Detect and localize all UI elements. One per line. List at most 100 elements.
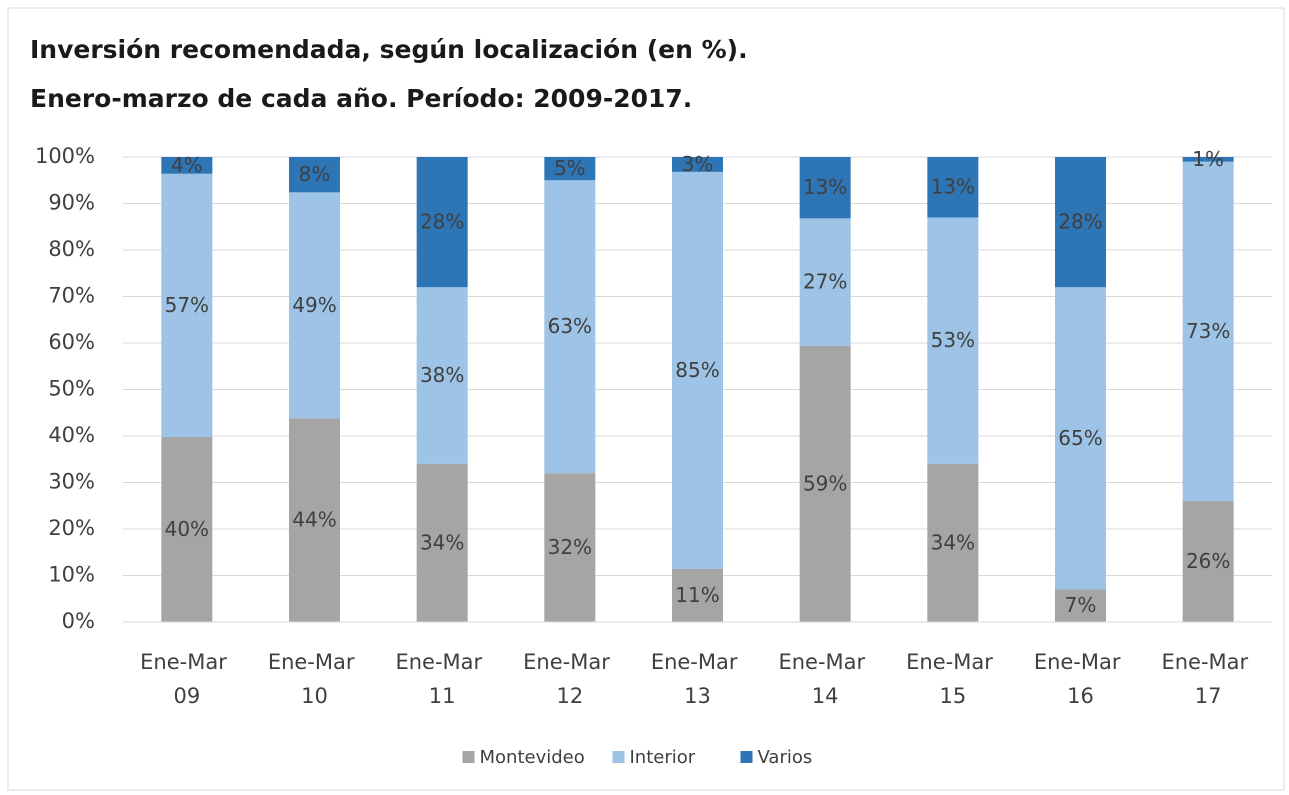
bar-segment [161, 436, 213, 622]
data-label: 13% [931, 175, 975, 199]
x-tick-label: Ene-Mar 13 [651, 650, 744, 708]
legend-swatch [612, 751, 625, 763]
bar-segment [544, 157, 596, 181]
data-label: 59% [803, 471, 847, 495]
bar-segment [416, 463, 468, 622]
x-tick-line: Ene-Mar [268, 650, 361, 674]
x-tick-line: Ene-Mar [651, 650, 744, 674]
bar-segment [1182, 161, 1234, 502]
data-label: 26% [1186, 549, 1230, 573]
x-tick-line: 10 [301, 684, 328, 708]
y-tick-label: 70% [48, 284, 95, 308]
bar-segment [927, 157, 979, 218]
data-label: 63% [548, 314, 592, 338]
data-label: 34% [931, 530, 975, 554]
x-tick-line: Ene-Mar [906, 650, 999, 674]
bar-segment [799, 157, 851, 219]
y-tick-label: 0% [62, 609, 95, 633]
bar-segment [672, 171, 723, 569]
data-label: 40% [165, 517, 209, 541]
legend-label: Montevideo [480, 747, 585, 768]
bar-segment [289, 192, 340, 419]
y-tick-label: 20% [48, 516, 95, 540]
x-tick-label: Ene-Mar 12 [523, 650, 616, 708]
x-tick-label: Ene-Mar 11 [395, 650, 488, 708]
data-label: 5% [554, 156, 586, 180]
x-tick-label: Ene-Mar 16 [1034, 650, 1127, 708]
y-tick-label: 40% [48, 423, 95, 447]
data-label: 73% [1186, 319, 1230, 343]
data-label: 13% [803, 175, 847, 199]
y-tick-label: 90% [48, 191, 95, 215]
data-label: 8% [299, 162, 331, 186]
y-tick-label: 50% [48, 377, 95, 401]
bar-segment [544, 180, 596, 474]
data-label: 4% [171, 153, 203, 177]
x-tick-label: Ene-Mar 09 [140, 650, 233, 708]
bar-segment [927, 463, 979, 622]
data-label: 65% [1058, 426, 1102, 450]
data-label: 34% [420, 530, 464, 554]
y-tick-label: 100% [35, 144, 95, 168]
x-tick-line: Ene-Mar [1034, 650, 1127, 674]
bar-segment [799, 345, 851, 622]
data-label: 3% [682, 152, 714, 176]
data-label: 53% [931, 328, 975, 352]
x-tick-line: 11 [429, 684, 456, 708]
data-label: 28% [1058, 210, 1102, 234]
bar-segment [161, 173, 213, 437]
x-tick-line: 12 [556, 684, 583, 708]
bar-segment [289, 418, 340, 622]
bar-segment [1182, 501, 1234, 622]
bar-segment [289, 157, 340, 193]
bar-segment [1055, 589, 1106, 622]
x-tick-line: 13 [684, 684, 711, 708]
x-tick-line: 17 [1195, 684, 1222, 708]
x-tick-label: Ene-Mar 14 [778, 650, 871, 708]
x-tick-line: 09 [173, 684, 200, 708]
x-tick-line: Ene-Mar [523, 650, 616, 674]
bar-segment [1182, 157, 1234, 162]
bar-segment [416, 157, 468, 288]
bar-segment [1055, 287, 1106, 590]
x-tick-line: Ene-Mar [140, 650, 233, 674]
bar-segment [672, 157, 723, 172]
chart-title: Inversión recomendada, según localizació… [30, 35, 748, 64]
data-label: 57% [165, 293, 209, 317]
x-tick-line: 15 [939, 684, 966, 708]
x-tick-line: Ene-Mar [778, 650, 871, 674]
legend-swatch [740, 751, 753, 763]
bar-segment [161, 157, 213, 174]
data-label: 1% [1192, 147, 1224, 171]
x-tick-label: Ene-Mar 10 [268, 650, 361, 708]
bar-segment [799, 218, 851, 346]
data-label: 38% [420, 363, 464, 387]
y-tick-label: 10% [48, 563, 95, 587]
data-label: 85% [675, 358, 719, 382]
data-label: 44% [292, 508, 336, 532]
x-tick-line: Ene-Mar [1161, 650, 1254, 674]
data-label: 28% [420, 210, 464, 234]
data-label: 27% [803, 270, 847, 294]
bar-segment [544, 473, 596, 622]
x-tick-label: Ene-Mar 17 [1161, 650, 1254, 708]
data-label: 32% [548, 535, 592, 559]
chart-subtitle: Enero-marzo de cada año. Período: 2009-2… [30, 84, 692, 113]
x-tick-label: Ene-Mar 15 [906, 650, 999, 708]
legend-label: Varios [758, 747, 813, 768]
bar-segment [927, 217, 979, 464]
x-tick-line: Ene-Mar [395, 650, 488, 674]
data-label: 49% [292, 293, 336, 317]
y-tick-label: 30% [48, 470, 95, 494]
bar-segment [1055, 157, 1106, 288]
bar-segment [416, 287, 468, 464]
y-tick-label: 80% [48, 237, 95, 261]
data-label: 11% [675, 583, 719, 607]
legend-label: Interior [630, 747, 696, 768]
y-tick-label: 60% [48, 330, 95, 354]
legend-swatch [462, 751, 475, 763]
data-label: 7% [1065, 593, 1097, 617]
bar-segment [672, 568, 723, 622]
x-tick-line: 14 [812, 684, 839, 708]
